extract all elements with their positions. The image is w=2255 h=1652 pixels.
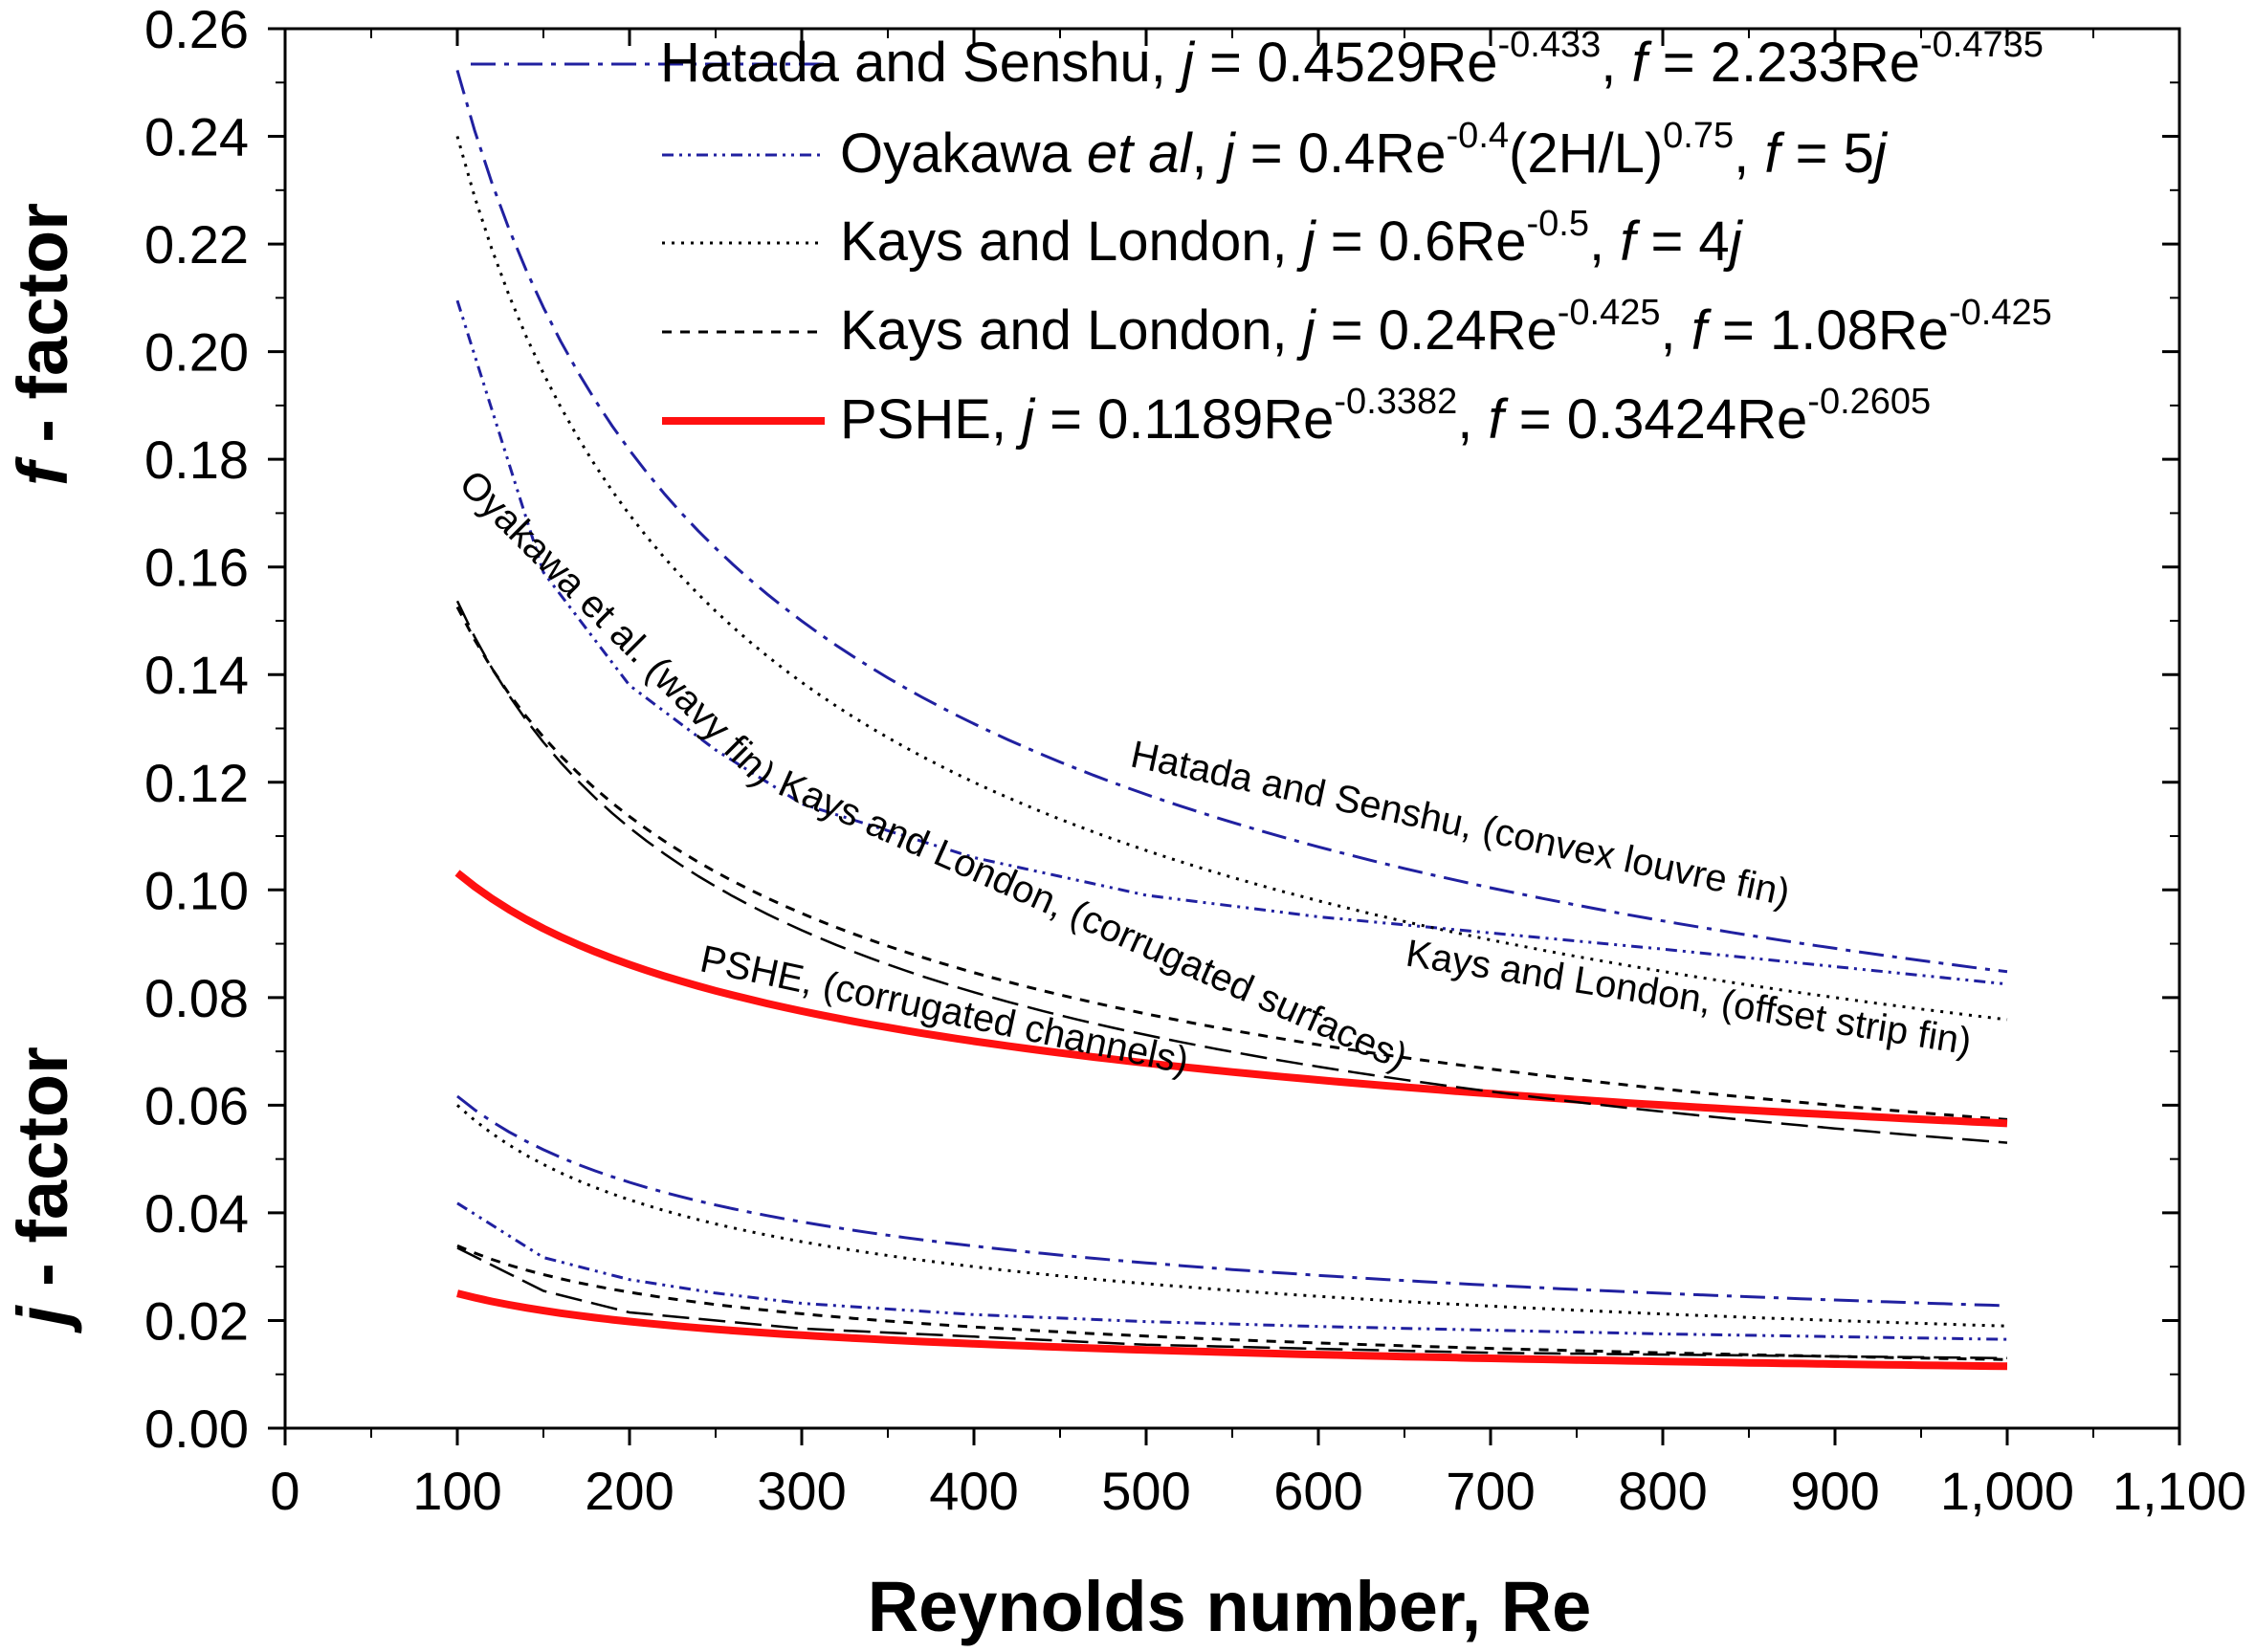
y-tick-label: 0.16: [144, 538, 249, 598]
x-tick-label: 400: [929, 1461, 1018, 1521]
x-tick-label: 1,000: [1940, 1461, 2074, 1521]
y-tick-label: 0.24: [144, 107, 249, 167]
series-kays-offset-j-line: [456, 1244, 2008, 1361]
legend-entry-hatada: Hatada and Senshu, j = 0.4529Re-0.433, f…: [660, 25, 2044, 94]
legend: Hatada and Senshu, j = 0.4529Re-0.433, f…: [471, 25, 2052, 451]
x-tick-label: 0: [270, 1461, 299, 1521]
series-hatada-j-line: [456, 1094, 2008, 1308]
y-tick-label: 0.10: [144, 860, 249, 920]
curve-annotation: PSHE, (corrugated channels): [696, 937, 1192, 1082]
y-tick-label: 0.14: [144, 645, 249, 705]
series-hatada-f-line: [455, 69, 2008, 974]
x-tick-label: 1,100: [2112, 1461, 2246, 1521]
x-tick-label: 200: [585, 1461, 674, 1521]
legend-entry-oyakawa: Oyakawa et al, j = 0.4Re-0.4(2H/L)0.75, …: [840, 116, 1889, 185]
x-tick-label: 500: [1101, 1461, 1190, 1521]
y-tick-label: 0.06: [144, 1075, 249, 1135]
series-pshe-j-line: [456, 1289, 2008, 1371]
curve-annotation: Hatada and Senshu, (convex louvre fin): [1127, 734, 1793, 914]
x-tick-label: 300: [757, 1461, 846, 1521]
x-axis-title: Reynolds number, Re: [868, 1567, 1592, 1646]
x-tick-label: 700: [1446, 1461, 1535, 1521]
series-kays-4j-f-line: [455, 136, 2008, 1022]
y-axis-title-f: f - factor: [3, 203, 82, 486]
x-axis: 0 100 200 300 400 500 600 700 800 900 1,000 1,100: [270, 29, 2246, 1521]
y-tick-label: 0.18: [144, 430, 249, 490]
x-tick-label: 100: [412, 1461, 501, 1521]
y-axis-title-j: j - factor: [3, 1046, 82, 1333]
series-kays-corrugated-dashdot-f-line: [455, 600, 2008, 1144]
legend-entry-kays-offset: Kays and London, j = 0.24Re-0.425, f = 1…: [840, 293, 2052, 362]
legend-entry-pshe: PSHE, j = 0.1189Re-0.3382, f = 0.3424Re-…: [840, 382, 1931, 451]
x-tick-label: 900: [1790, 1461, 1879, 1521]
series-kays-corrugated-dashdot-j-line: [456, 1246, 2008, 1360]
y-tick-label: 0.00: [144, 1399, 249, 1459]
series-oyakawa-j-line: [456, 1201, 2008, 1341]
series-pshe-f-line: [454, 870, 2008, 1128]
y-tick-label: 0.02: [144, 1290, 249, 1351]
legend-entry-kays-4j: Kays and London, j = 0.6Re-0.5, f = 4j: [840, 204, 1744, 273]
x-tick-label: 800: [1618, 1461, 1707, 1521]
y-tick-label: 0.20: [144, 322, 249, 383]
y-tick-label: 0.26: [144, 0, 249, 59]
y-tick-label: 0.12: [144, 753, 249, 813]
series-layer: [454, 69, 2008, 1371]
curve-annotation: Oyakawa et al. (wavy fin): [452, 463, 784, 795]
series-kays-4j-j-line: [456, 1104, 2008, 1328]
y-tick-label: 0.04: [144, 1183, 249, 1244]
y-axis: 0.00 0.02 0.04 0.06 0.08 0.10 0.12 0.14 0.16 0.18…: [144, 0, 2179, 1459]
y-tick-label: 0.22: [144, 214, 249, 275]
series-oyakawa-f-line: [455, 299, 2008, 986]
curve-annotation: Kays and London, (offset strip fin): [1404, 933, 1975, 1064]
annotation-layer: Oyakawa et al. (wavy fin) Hatada and Sens…: [452, 463, 1975, 1083]
x-tick-label: 600: [1273, 1461, 1362, 1521]
y-tick-label: 0.08: [144, 968, 249, 1028]
series-kays-offset-f-line: [455, 606, 2008, 1121]
